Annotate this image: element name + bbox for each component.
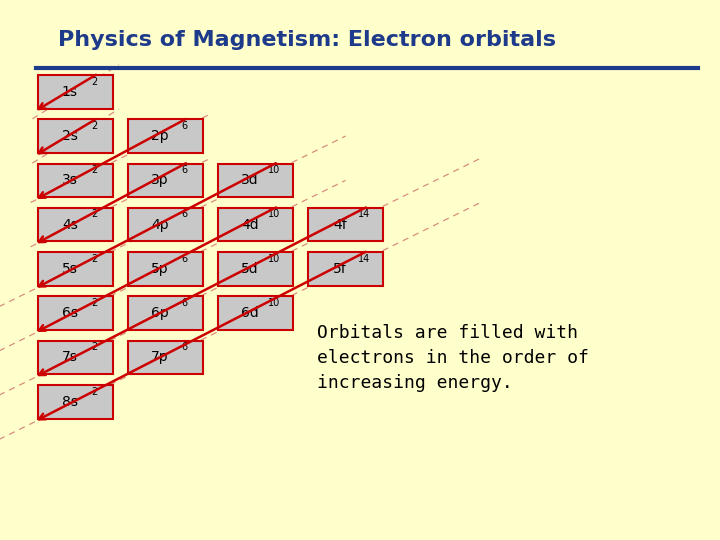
FancyBboxPatch shape bbox=[37, 341, 114, 374]
Text: 4d: 4d bbox=[241, 218, 258, 232]
Text: 6: 6 bbox=[181, 121, 187, 131]
Text: 3s: 3s bbox=[62, 173, 78, 187]
FancyBboxPatch shape bbox=[217, 164, 294, 197]
Text: 6s: 6s bbox=[62, 306, 78, 320]
Text: 14: 14 bbox=[358, 210, 371, 219]
Text: 8s: 8s bbox=[62, 395, 78, 409]
Text: 14: 14 bbox=[358, 254, 371, 264]
FancyBboxPatch shape bbox=[128, 164, 204, 197]
Text: 2: 2 bbox=[91, 387, 97, 396]
Text: 5s: 5s bbox=[62, 262, 78, 276]
FancyBboxPatch shape bbox=[37, 296, 114, 330]
Text: 6: 6 bbox=[181, 210, 187, 219]
Text: 5d: 5d bbox=[241, 262, 258, 276]
Text: 6: 6 bbox=[181, 254, 187, 264]
Text: 7p: 7p bbox=[151, 350, 168, 365]
Text: 2: 2 bbox=[91, 254, 97, 264]
Text: 3p: 3p bbox=[151, 173, 168, 187]
Text: 3d: 3d bbox=[241, 173, 258, 187]
Text: 2: 2 bbox=[91, 165, 97, 175]
Text: 10: 10 bbox=[268, 210, 281, 219]
Text: 6: 6 bbox=[181, 165, 187, 175]
Text: 2: 2 bbox=[91, 121, 97, 131]
Text: 5f: 5f bbox=[333, 262, 347, 276]
Text: 2: 2 bbox=[91, 77, 97, 86]
Text: 6: 6 bbox=[181, 298, 187, 308]
FancyBboxPatch shape bbox=[37, 385, 114, 418]
Text: 4p: 4p bbox=[151, 218, 168, 232]
FancyBboxPatch shape bbox=[217, 252, 294, 286]
FancyBboxPatch shape bbox=[37, 208, 114, 241]
FancyBboxPatch shape bbox=[128, 119, 204, 153]
Text: 4f: 4f bbox=[333, 218, 347, 232]
Text: 10: 10 bbox=[268, 254, 281, 264]
Text: 2p: 2p bbox=[151, 129, 168, 143]
Text: 7s: 7s bbox=[62, 350, 78, 365]
Text: 1s: 1s bbox=[62, 85, 78, 99]
FancyBboxPatch shape bbox=[217, 208, 294, 241]
Text: Orbitals are filled with
electrons in the order of
increasing energy.: Orbitals are filled with electrons in th… bbox=[317, 324, 589, 392]
FancyBboxPatch shape bbox=[37, 252, 114, 286]
FancyBboxPatch shape bbox=[128, 208, 204, 241]
FancyBboxPatch shape bbox=[308, 208, 383, 241]
Text: 2s: 2s bbox=[62, 129, 78, 143]
Text: 10: 10 bbox=[268, 298, 281, 308]
FancyBboxPatch shape bbox=[128, 296, 204, 330]
FancyBboxPatch shape bbox=[217, 296, 294, 330]
Text: 2: 2 bbox=[91, 298, 97, 308]
Text: 4s: 4s bbox=[62, 218, 78, 232]
Text: 6p: 6p bbox=[151, 306, 168, 320]
FancyBboxPatch shape bbox=[37, 164, 114, 197]
FancyBboxPatch shape bbox=[308, 252, 383, 286]
Text: 2: 2 bbox=[91, 210, 97, 219]
FancyBboxPatch shape bbox=[128, 341, 204, 374]
Text: 10: 10 bbox=[268, 165, 281, 175]
Text: 6: 6 bbox=[181, 342, 187, 352]
Text: 6d: 6d bbox=[241, 306, 258, 320]
Text: 5p: 5p bbox=[151, 262, 168, 276]
Text: 2: 2 bbox=[91, 342, 97, 352]
FancyBboxPatch shape bbox=[37, 75, 114, 109]
FancyBboxPatch shape bbox=[128, 252, 204, 286]
Text: Physics of Magnetism: Electron orbitals: Physics of Magnetism: Electron orbitals bbox=[58, 30, 556, 50]
FancyBboxPatch shape bbox=[37, 119, 114, 153]
